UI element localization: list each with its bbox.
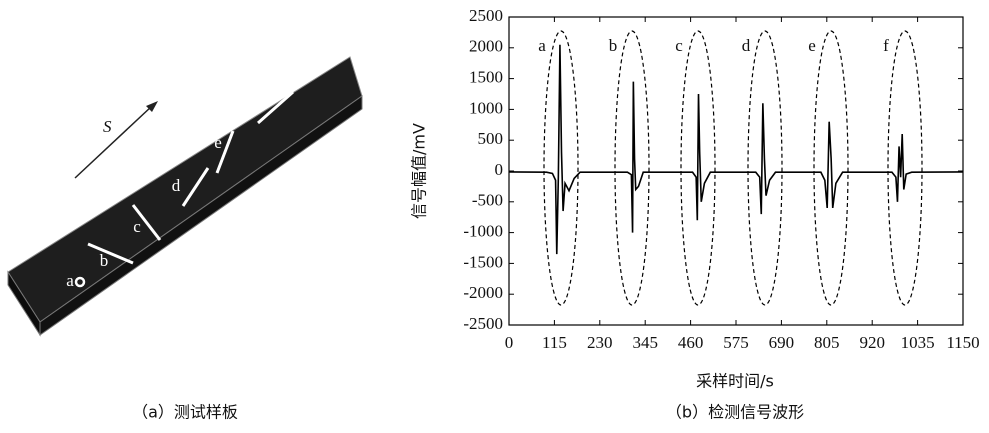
signal-line [508,44,964,255]
caption: （a）测试样板 [132,403,238,422]
plate: S [7,56,363,337]
highlight-ellipse [813,30,849,306]
defect-label: e [214,133,222,152]
y-axis-label: 信号幅值/mV [410,123,429,219]
y-tick-label: 0 [495,160,504,179]
highlight-ellipse [614,30,650,306]
y-tick-label: -1500 [463,252,503,271]
defect-line [131,204,162,241]
defect-label: f [265,86,271,105]
highlight-ellipse [887,30,923,306]
highlight-ellipse [747,30,783,306]
annotation: d [742,36,751,55]
annotation: b [609,36,618,55]
x-tick-label: 805 [814,333,840,352]
defect-label: d [172,176,181,195]
y-tick-label: 1500 [469,68,503,87]
x-tick-label: 920 [859,333,885,352]
defect-line [215,130,235,174]
y-tick-label: 2500 [469,6,503,25]
x-tick-label: 0 [505,333,514,352]
highlight-ellipse [543,30,579,306]
defect-line [87,242,134,265]
plate-front [39,95,363,336]
annotation: a [538,36,546,55]
x-tick-label: 1150 [946,333,979,352]
y-tick-label: -1000 [463,222,503,241]
y-tick-label: 2000 [469,37,503,56]
x-tick-label: 1035 [901,333,935,352]
defect-label: a [66,271,74,290]
x-tick-label: 115 [542,333,567,352]
y-tick-label: 1000 [469,98,503,117]
x-tick-label: 460 [678,333,704,352]
defect-label: c [133,217,141,236]
x-axis-label: 采样时间/s [696,372,774,391]
defect-line [257,90,294,125]
y-tick-label: 500 [478,129,504,148]
x-tick-label: 575 [723,333,749,352]
y-tick-label: -2000 [463,283,503,302]
y-tick-label: -2500 [463,314,503,333]
defect-label: b [100,251,109,270]
caption: （b）检测信号波形 [666,403,804,422]
annotation: e [808,36,816,55]
arrow-head [146,101,158,112]
x-tick-label: 345 [632,333,658,352]
y-tick-label: -500 [472,191,503,210]
plate-top [7,56,363,323]
x-tick-label: 230 [587,333,613,352]
defect-line [181,167,210,207]
defect-hole [74,276,86,288]
annotation: f [883,36,889,55]
x-tick-label: 690 [769,333,795,352]
annotation: c [675,36,683,55]
highlight-ellipse [680,30,716,306]
direction-arrow [74,105,153,179]
direction-label: S [103,117,112,136]
